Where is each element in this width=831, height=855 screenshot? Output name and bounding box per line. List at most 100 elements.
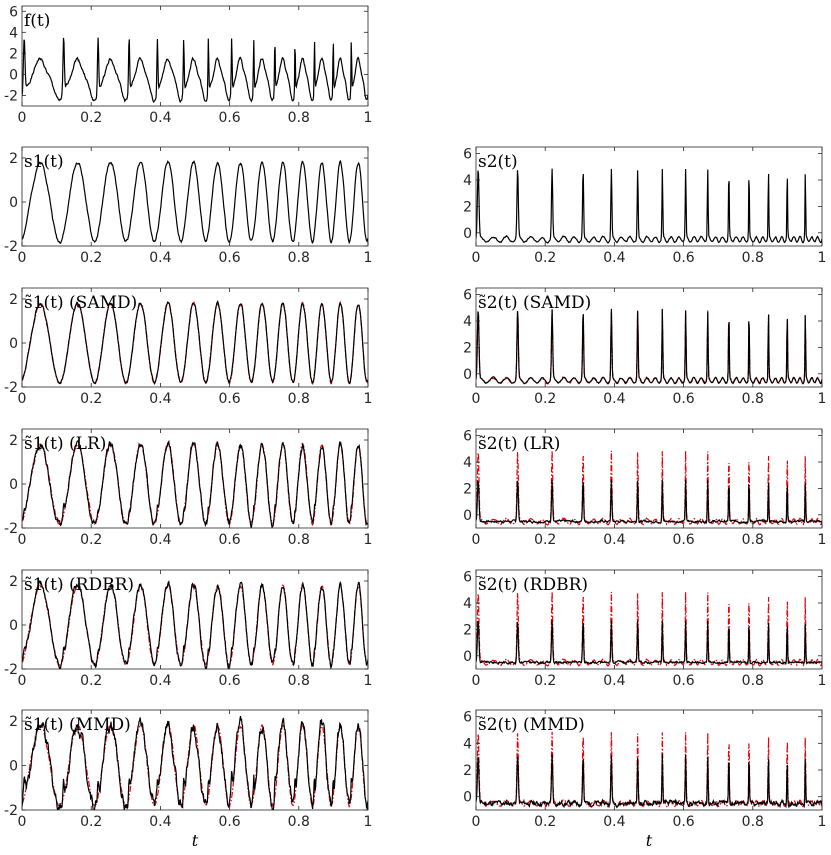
y-tick-label: -2 bbox=[4, 521, 18, 537]
y-tick-label: 6 bbox=[463, 429, 472, 445]
series-line-0 bbox=[476, 591, 822, 667]
y-tick-label: -2 bbox=[4, 88, 18, 104]
series-line-1 bbox=[22, 299, 368, 385]
y-tick-label: 2 bbox=[463, 481, 472, 497]
series-line-1 bbox=[22, 439, 368, 528]
x-axis-label: t bbox=[646, 831, 653, 850]
x-tick-label: 1 bbox=[364, 250, 373, 266]
panel-label: s̃1(t) (SAMD) bbox=[24, 293, 137, 313]
panel-s1: 0 0.2 0.4 0.6 0.8 1-202 s1(t) bbox=[4, 146, 373, 266]
x-tick-label: 0 bbox=[472, 391, 481, 407]
x-tick-label: 0 bbox=[472, 250, 481, 266]
y-tick-label: 2 bbox=[9, 46, 18, 62]
x-axis-label: t bbox=[192, 831, 199, 850]
x-tick-label: 0.4 bbox=[603, 532, 625, 548]
y-tick-label: 0 bbox=[9, 336, 18, 352]
x-tick-label: 0 bbox=[18, 814, 27, 830]
x-tick-label: 0.8 bbox=[288, 110, 310, 126]
x-tick-label: 0.8 bbox=[742, 391, 764, 407]
x-tick-label: 0.8 bbox=[288, 673, 310, 689]
x-tick-label: 0.6 bbox=[218, 532, 240, 548]
panel-label: s̃2(t) (SAMD) bbox=[478, 293, 591, 313]
panel-label: s̃2(t) (RDBR) bbox=[478, 575, 588, 595]
x-tick-label: 0.2 bbox=[80, 814, 102, 830]
x-tick-label: 1 bbox=[818, 673, 827, 689]
series-line-1 bbox=[476, 753, 822, 809]
x-tick-label: 0.6 bbox=[672, 391, 694, 407]
series-line-0 bbox=[476, 731, 822, 808]
series-line-0 bbox=[476, 450, 822, 526]
x-tick-label: 0.4 bbox=[149, 391, 171, 407]
x-tick-label: 0.4 bbox=[603, 250, 625, 266]
y-tick-label: 2 bbox=[9, 714, 18, 730]
y-tick-label: 0 bbox=[9, 477, 18, 493]
series-line-1 bbox=[476, 308, 822, 385]
x-tick-label: 0 bbox=[472, 532, 481, 548]
panel-s1_rdbr: 0 0.2 0.4 0.6 0.8 1-202 s̃1(t) (RDBR) bbox=[4, 569, 373, 689]
y-tick-label: 2 bbox=[9, 574, 18, 590]
x-tick-label: 1 bbox=[818, 532, 827, 548]
y-tick-label: 2 bbox=[463, 340, 472, 356]
axes-box bbox=[21, 709, 369, 811]
x-tick-label: 0.6 bbox=[218, 673, 240, 689]
series-line-1 bbox=[476, 620, 822, 665]
x-tick-label: 1 bbox=[818, 391, 827, 407]
axes-box bbox=[21, 428, 369, 529]
panel-s1_samd: 0 0.2 0.4 0.6 0.8 1-202 s̃1(t) (SAMD) bbox=[4, 287, 372, 407]
x-tick-label: 0 bbox=[18, 110, 27, 126]
y-tick-label: 2 bbox=[9, 433, 18, 449]
y-tick-label: 0 bbox=[463, 790, 472, 806]
series-group bbox=[22, 439, 368, 528]
x-tick-label: 0.6 bbox=[672, 532, 694, 548]
x-tick-label: 0.4 bbox=[603, 673, 625, 689]
x-tick-label: 0 bbox=[18, 532, 27, 548]
x-tick-label: 0.6 bbox=[672, 673, 694, 689]
x-tick-label: 0.8 bbox=[742, 250, 764, 266]
y-tick-label: 6 bbox=[463, 570, 472, 586]
series-group bbox=[476, 168, 822, 244]
series-group bbox=[22, 299, 368, 386]
series-line-0 bbox=[476, 168, 822, 244]
series-line-1 bbox=[22, 715, 368, 810]
y-tick-label: 2 bbox=[9, 292, 18, 308]
x-tick-label: 0 bbox=[18, 250, 27, 266]
y-tick-label: 2 bbox=[463, 622, 472, 638]
series-line-1 bbox=[22, 580, 368, 669]
x-tick-label: 1 bbox=[364, 673, 373, 689]
series-line-0 bbox=[22, 300, 368, 386]
y-tick-label: 4 bbox=[9, 25, 18, 41]
x-tick-label: 0 bbox=[18, 673, 27, 689]
axes-box bbox=[475, 428, 823, 529]
panel-s2_samd: 0 0.2 0.4 0.6 0.8 1 0 2 4 6 s̃2(t) (SAMD) bbox=[463, 287, 827, 407]
panel-label: s̃1(t) (RDBR) bbox=[24, 575, 134, 595]
axes-box bbox=[475, 569, 823, 670]
series-group bbox=[22, 580, 368, 669]
x-tick-label: 0.8 bbox=[288, 532, 310, 548]
x-tick-label: 0.4 bbox=[603, 814, 625, 830]
panel-label: s̃1(t) (LR) bbox=[24, 434, 106, 454]
y-tick-label: -2 bbox=[4, 239, 18, 255]
panel-label: s̃2(t) (MMD) bbox=[478, 715, 585, 735]
axes-box bbox=[21, 5, 369, 107]
x-tick-label: 0.6 bbox=[672, 814, 694, 830]
x-tick-label: 0.2 bbox=[534, 532, 556, 548]
y-tick-label: 4 bbox=[463, 736, 472, 752]
y-tick-label: 0 bbox=[463, 508, 472, 524]
x-tick-label: 0.2 bbox=[80, 250, 102, 266]
panel-s2_lr: 0 0.2 0.4 0.6 0.8 1 0 2 4 6 s̃2(t) (LR) bbox=[463, 428, 827, 548]
x-tick-label: 1 bbox=[364, 814, 373, 830]
y-tick-label: 4 bbox=[463, 314, 472, 330]
series-group bbox=[22, 37, 368, 104]
series-line-0 bbox=[22, 159, 368, 245]
axes-box bbox=[475, 709, 823, 811]
x-tick-label: 1 bbox=[364, 110, 373, 126]
series-group bbox=[476, 308, 822, 385]
axes-box bbox=[21, 569, 369, 670]
y-tick-label: 0 bbox=[9, 759, 18, 775]
panel-label: s̃2(t) (LR) bbox=[478, 434, 560, 454]
x-tick-label: 0.2 bbox=[80, 673, 102, 689]
y-tick-label: 0 bbox=[9, 618, 18, 634]
panel-s1_mmd: 0 0.2 0.4 0.6 0.8 1-202 s̃1(t) (MMD)t bbox=[4, 709, 373, 850]
